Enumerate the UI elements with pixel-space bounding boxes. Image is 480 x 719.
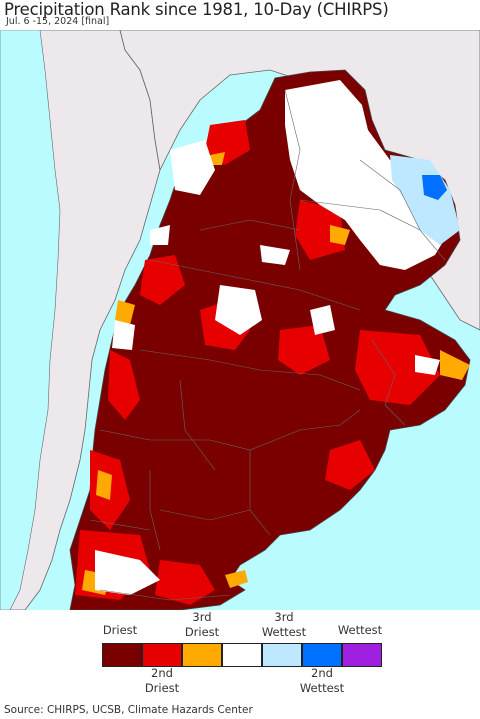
outside-land-northeast [119, 30, 480, 331]
legend-label-driest: Driest [102, 623, 138, 637]
source-credit: Source: CHIRPS, UCSB, Climate Hazards Ce… [4, 704, 253, 716]
legend-label-second-driest: 2nd Driest [127, 666, 197, 696]
legend-label-third-driest-text: 3rd Driest [184, 610, 220, 639]
legend-label-third-wettest: 3rd Wettest [249, 610, 319, 640]
legend-label-wettest: Wettest [337, 623, 383, 637]
map-title: Precipitation Rank since 1981, 10-Day (C… [4, 0, 389, 19]
legend-swatch-normal [222, 643, 262, 667]
precipitation-map [0, 30, 480, 610]
admin-borders [89, 89, 446, 601]
legend-label-third-driest: 3rd Driest [167, 610, 237, 640]
legend-label-second-wettest-text: 2nd Wettest [299, 666, 345, 695]
coastline-chile [0, 30, 61, 610]
third-wettest-areas [390, 155, 460, 245]
legend-swatch-driest [102, 643, 142, 667]
legend-swatch-second-driest [142, 643, 182, 667]
map-subtitle: Jul. 6 -15, 2024 [final] [6, 16, 110, 27]
legend-swatch-wettest [342, 643, 382, 667]
legend: Driest 3rd Driest 3rd Wettest Wettest 2nd D… [0, 610, 480, 700]
legend-swatch-third-driest [182, 643, 222, 667]
legend-label-second-wettest: 2nd Wettest [287, 666, 357, 696]
legend-swatch-third-wettest [262, 643, 302, 667]
legend-label-second-driest-text: 2nd Driest [144, 666, 180, 695]
second-driest-areas [75, 120, 440, 605]
second-wettest-areas [422, 175, 447, 200]
map-panel [0, 30, 480, 610]
legend-swatch-second-wettest [302, 643, 342, 667]
legend-label-third-wettest-text: 3rd Wettest [261, 610, 307, 639]
normal-areas [95, 80, 450, 595]
